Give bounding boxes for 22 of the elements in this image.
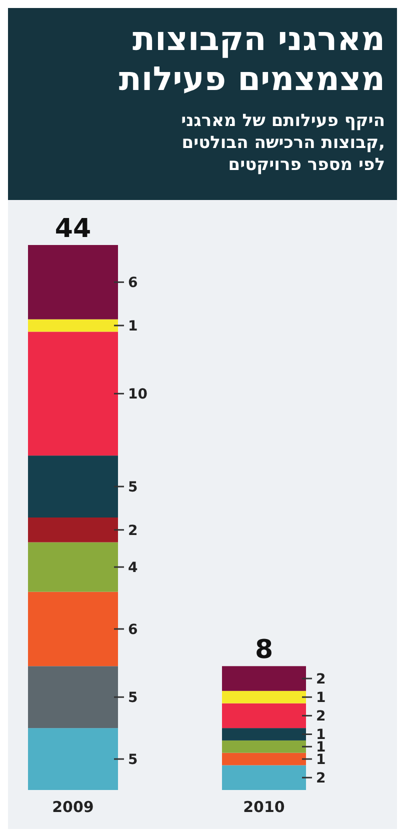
- data-label: 5: [128, 752, 138, 768]
- x-tick-label: 2009: [52, 798, 94, 816]
- chart-title: מארגני הקבוצות מצמצמים פעילות: [118, 19, 385, 98]
- data-label: 2: [128, 522, 138, 539]
- data-label: 6: [128, 622, 138, 638]
- data-label: 1: [316, 752, 326, 768]
- bar: [28, 666, 118, 728]
- data-label: 6: [128, 275, 138, 292]
- bar: [28, 518, 118, 542]
- data-label: 4: [128, 560, 138, 576]
- data-label: 5: [128, 690, 138, 706]
- chart-subtitle: היקף פעילותם של מארגני קבוצות הרכישה הבולטים, לפי מספר פרויקטים: [181, 111, 385, 175]
- data-label: 2: [316, 708, 326, 725]
- x-tick-label: 2010: [243, 798, 285, 816]
- data-label: 2: [316, 770, 326, 787]
- data-label: 1: [128, 318, 138, 334]
- data-label: 10: [128, 386, 148, 403]
- total-label: 44: [54, 214, 92, 244]
- data-label: 2: [316, 671, 326, 688]
- total-label: 8: [254, 635, 274, 666]
- data-label: 5: [128, 479, 138, 496]
- data-label: 1: [316, 690, 326, 706]
